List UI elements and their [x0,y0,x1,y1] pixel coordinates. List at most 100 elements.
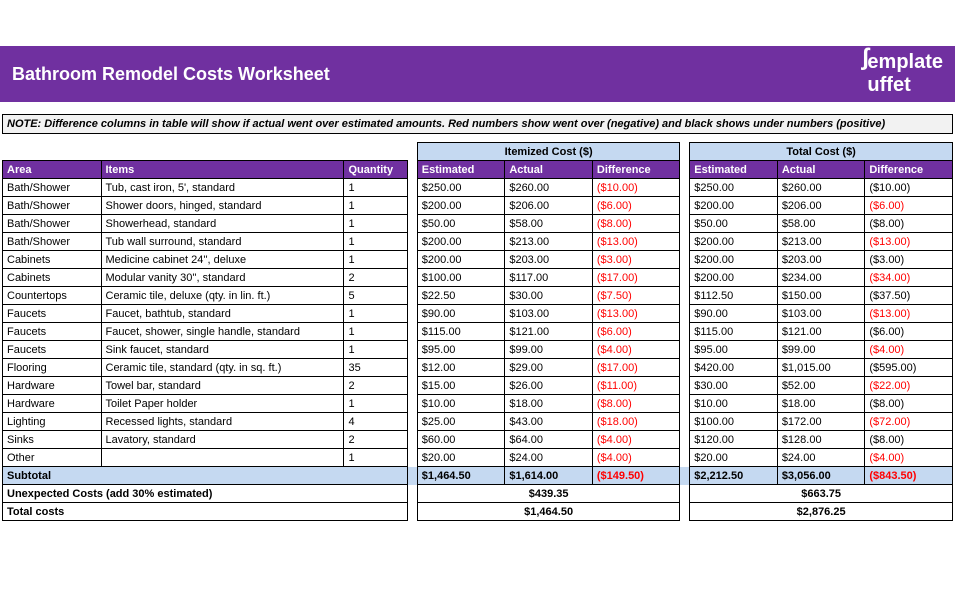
cell-t-diff: ($8.00) [865,215,953,233]
table-row: Bath/ShowerShowerhead, standard1$50.00$5… [3,215,953,233]
cell-i-diff: ($6.00) [592,323,680,341]
col-t-diff: Difference [865,161,953,179]
cell-t-diff: ($22.00) [865,377,953,395]
cell-i-est: $22.50 [417,287,505,305]
subtotal-i-diff: ($149.50) [592,467,680,485]
cell-i-est: $200.00 [417,197,505,215]
table-row: Bath/ShowerTub, cast iron, 5', standard1… [3,179,953,197]
cell-i-act: $213.00 [505,233,593,251]
group-header-itemized: Itemized Cost ($) [417,143,680,161]
cell-i-diff: ($6.00) [592,197,680,215]
cell-item: Recessed lights, standard [101,413,344,431]
cell-t-diff: ($3.00) [865,251,953,269]
cell-t-diff: ($4.00) [865,341,953,359]
cell-item: Towel bar, standard [101,377,344,395]
cell-area: Bath/Shower [3,179,102,197]
cell-i-act: $30.00 [505,287,593,305]
cell-area: Faucets [3,305,102,323]
table-row: FaucetsSink faucet, standard1$95.00$99.0… [3,341,953,359]
cell-i-diff: ($4.00) [592,449,680,467]
cell-qty: 1 [344,305,407,323]
cell-item: Shower doors, hinged, standard [101,197,344,215]
cell-i-act: $26.00 [505,377,593,395]
cell-item: Ceramic tile, standard (qty. in sq. ft.) [101,359,344,377]
col-items: Items [101,161,344,179]
cell-area: Countertops [3,287,102,305]
cell-t-diff: ($13.00) [865,305,953,323]
cell-i-est: $12.00 [417,359,505,377]
cell-t-est: $30.00 [690,377,778,395]
table-row: CountertopsCeramic tile, deluxe (qty. in… [3,287,953,305]
cell-i-diff: ($7.50) [592,287,680,305]
cell-qty: 5 [344,287,407,305]
cell-t-est: $200.00 [690,197,778,215]
group-header-total: Total Cost ($) [690,143,953,161]
cell-i-est: $200.00 [417,251,505,269]
subtotal-t-act: $3,056.00 [777,467,865,485]
cell-item: Faucet, bathtub, standard [101,305,344,323]
cell-t-act: $24.00 [777,449,865,467]
cell-t-act: $172.00 [777,413,865,431]
cell-t-diff: ($34.00) [865,269,953,287]
unexpected-itemized: $439.35 [417,485,680,503]
cell-i-est: $250.00 [417,179,505,197]
cell-area: Cabinets [3,269,102,287]
cell-t-est: $200.00 [690,269,778,287]
cell-item [101,449,344,467]
cell-area: Faucets [3,323,102,341]
cell-i-diff: ($18.00) [592,413,680,431]
worksheet-container: Bathroom Remodel Costs Worksheet ʃ empla… [0,0,955,521]
subtotal-i-est: $1,464.50 [417,467,505,485]
cell-i-act: $121.00 [505,323,593,341]
cell-t-act: $58.00 [777,215,865,233]
subtotal-label: Subtotal [3,467,408,485]
cell-t-est: $200.00 [690,251,778,269]
cell-area: Bath/Shower [3,215,102,233]
cell-i-act: $43.00 [505,413,593,431]
cell-i-act: $203.00 [505,251,593,269]
cell-area: Bath/Shower [3,197,102,215]
cell-area: Other [3,449,102,467]
cell-i-est: $95.00 [417,341,505,359]
cell-i-act: $29.00 [505,359,593,377]
cell-area: Faucets [3,341,102,359]
totals-label: Total costs [3,503,408,521]
cell-t-est: $10.00 [690,395,778,413]
page-title: Bathroom Remodel Costs Worksheet [12,64,330,85]
cell-i-act: $260.00 [505,179,593,197]
cell-item: Faucet, shower, single handle, standard [101,323,344,341]
cell-item: Showerhead, standard [101,215,344,233]
cell-t-est: $250.00 [690,179,778,197]
cell-qty: 1 [344,179,407,197]
unexpected-total: $663.75 [690,485,953,503]
cell-qty: 1 [344,215,407,233]
cell-qty: 1 [344,233,407,251]
logo: ʃ emplate uffet [861,51,943,97]
cell-qty: 1 [344,449,407,467]
cell-i-act: $206.00 [505,197,593,215]
cell-i-act: $24.00 [505,449,593,467]
costs-table: Itemized Cost ($) Total Cost ($) Area It… [2,142,953,521]
col-i-diff: Difference [592,161,680,179]
subtotal-t-est: $2,212.50 [690,467,778,485]
col-qty: Quantity [344,161,407,179]
cell-t-est: $20.00 [690,449,778,467]
table-row: SinksLavatory, standard2$60.00$64.00($4.… [3,431,953,449]
subtotal-i-act: $1,614.00 [505,467,593,485]
cell-i-diff: ($4.00) [592,431,680,449]
cell-t-act: $213.00 [777,233,865,251]
cell-i-est: $115.00 [417,323,505,341]
cell-i-act: $58.00 [505,215,593,233]
cell-qty: 1 [344,197,407,215]
cell-t-diff: ($72.00) [865,413,953,431]
cell-i-est: $90.00 [417,305,505,323]
cell-t-diff: ($10.00) [865,179,953,197]
totals-itemized: $1,464.50 [417,503,680,521]
cell-t-diff: ($6.00) [865,323,953,341]
cell-t-diff: ($13.00) [865,233,953,251]
cell-qty: 4 [344,413,407,431]
cell-t-act: $234.00 [777,269,865,287]
cell-item: Modular vanity 30'', standard [101,269,344,287]
cell-item: Ceramic tile, deluxe (qty. in lin. ft.) [101,287,344,305]
cell-qty: 2 [344,377,407,395]
